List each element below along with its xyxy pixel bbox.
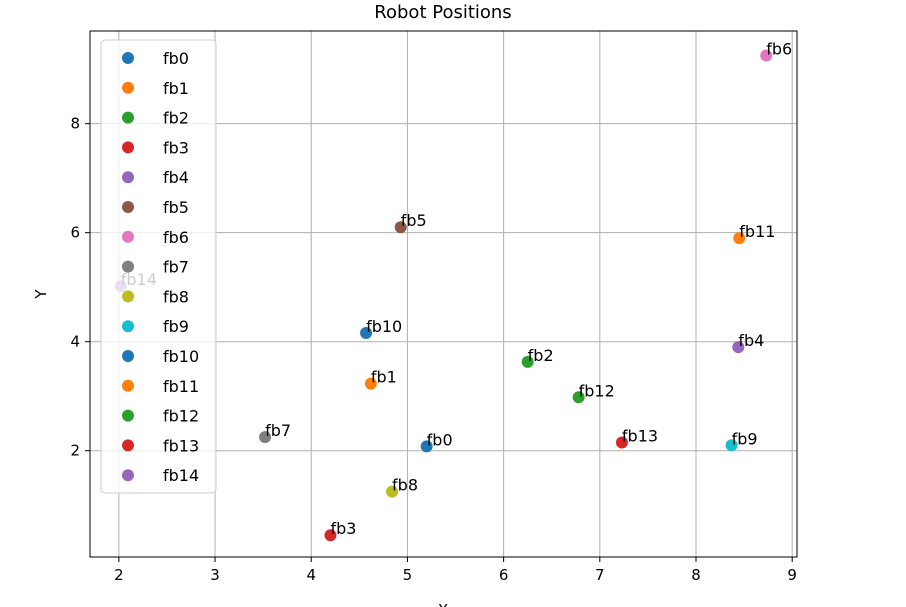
legend-label-fb7: fb7 xyxy=(163,258,189,277)
x-tick-label: 7 xyxy=(595,566,605,584)
legend-label-fb6: fb6 xyxy=(163,228,189,247)
legend-label-fb11: fb11 xyxy=(163,377,199,396)
point-fb5 xyxy=(394,221,407,234)
legend-label-fb5: fb5 xyxy=(163,198,189,217)
point-label-fb7: fb7 xyxy=(265,421,291,440)
legend-label-fb10: fb10 xyxy=(163,347,199,366)
point-label-fb9: fb9 xyxy=(732,429,758,448)
y-tick-label: 6 xyxy=(70,224,80,242)
axis-ticks: 2 3 4 5 6 7 8 9 2 4 6 8 xyxy=(70,115,797,584)
point-fb12 xyxy=(572,391,585,404)
point-fb4 xyxy=(732,341,745,354)
plot-frame xyxy=(89,30,798,558)
legend-marker-fb12 xyxy=(122,409,134,422)
legend-marker-fb3 xyxy=(122,141,134,154)
point-fb7 xyxy=(259,431,272,444)
legend-label-fb8: fb8 xyxy=(163,287,189,306)
point-fb9 xyxy=(725,439,738,452)
legend-marker-fb14 xyxy=(122,469,134,482)
x-tick-label: 6 xyxy=(499,566,509,584)
point-label-fb0: fb0 xyxy=(427,430,453,449)
point-label-fb11: fb11 xyxy=(739,222,775,241)
legend-label-fb12: fb12 xyxy=(163,407,199,426)
point-fb6 xyxy=(760,49,773,62)
legend: fb0 fb1 fb2 fb3 fb4 fb5 fb6 fb7 fb8 fb9 fb10 fb11 fb… xyxy=(100,39,217,494)
y-axis-label: Y xyxy=(32,289,50,300)
point-label-fb12: fb12 xyxy=(579,381,615,400)
x-tick-label: 8 xyxy=(691,566,701,584)
legend-marker-fb8 xyxy=(122,290,134,303)
legend-marker-fb11 xyxy=(122,379,134,392)
x-tick-label: 5 xyxy=(403,566,413,584)
point-fb1 xyxy=(364,377,377,390)
legend-label-fb2: fb2 xyxy=(163,109,189,128)
legend-marker-fb4 xyxy=(122,171,134,184)
data-points xyxy=(114,49,773,542)
legend-marker-fb9 xyxy=(122,320,134,333)
point-label-fb8: fb8 xyxy=(392,476,418,495)
legend-label-fb4: fb4 xyxy=(163,168,189,187)
legend-marker-fb1 xyxy=(122,81,134,94)
point-fb10 xyxy=(360,326,373,339)
x-tick-label: 3 xyxy=(210,566,220,584)
point-fb13 xyxy=(615,436,628,449)
legend-frame xyxy=(100,39,217,494)
legend-label-fb9: fb9 xyxy=(163,317,189,336)
point-label-fb2: fb2 xyxy=(528,346,554,365)
point-label-fb3: fb3 xyxy=(330,519,356,538)
point-label-fb1: fb1 xyxy=(371,368,397,387)
legend-label-fb1: fb1 xyxy=(163,79,189,98)
legend-label-fb14: fb14 xyxy=(163,466,199,485)
point-label-fb4: fb4 xyxy=(738,331,764,350)
legend-label-fb13: fb13 xyxy=(163,436,199,455)
legend-marker-fb7 xyxy=(122,260,134,273)
point-label-fb10: fb10 xyxy=(366,317,402,336)
legend-marker-fb5 xyxy=(122,201,134,213)
x-axis-label: X xyxy=(438,601,448,607)
x-tick-label: 4 xyxy=(306,566,316,584)
legend-label-fb3: fb3 xyxy=(163,138,189,157)
y-tick-label: 8 xyxy=(70,115,80,133)
chart-title: Robot Positions xyxy=(374,2,511,23)
legend-marker-fb13 xyxy=(122,439,134,452)
point-labels: fb0 fb1 fb2 fb3 fb4 fb5 fb6 fb7 fb8 fb9 fb10 fb11 fb… xyxy=(121,40,792,539)
x-tick-label: 9 xyxy=(787,566,797,584)
point-label-fb13: fb13 xyxy=(622,427,658,446)
legend-marker-fb10 xyxy=(122,350,134,362)
legend-marker-fb6 xyxy=(122,230,134,243)
point-fb3 xyxy=(324,529,337,542)
y-tick-label: 2 xyxy=(70,442,80,460)
x-tick-label: 2 xyxy=(114,566,124,584)
point-fb11 xyxy=(733,232,746,245)
point-label-fb5: fb5 xyxy=(401,211,427,230)
legend-marker-fb0 xyxy=(122,52,134,64)
y-tick-label: 4 xyxy=(70,333,80,351)
point-label-fb6: fb6 xyxy=(766,40,792,59)
point-fb8 xyxy=(386,485,399,498)
legend-label-fb0: fb0 xyxy=(163,49,189,68)
point-fb2 xyxy=(521,355,534,368)
point-fb0 xyxy=(420,440,433,453)
legend-marker-fb2 xyxy=(122,111,134,124)
